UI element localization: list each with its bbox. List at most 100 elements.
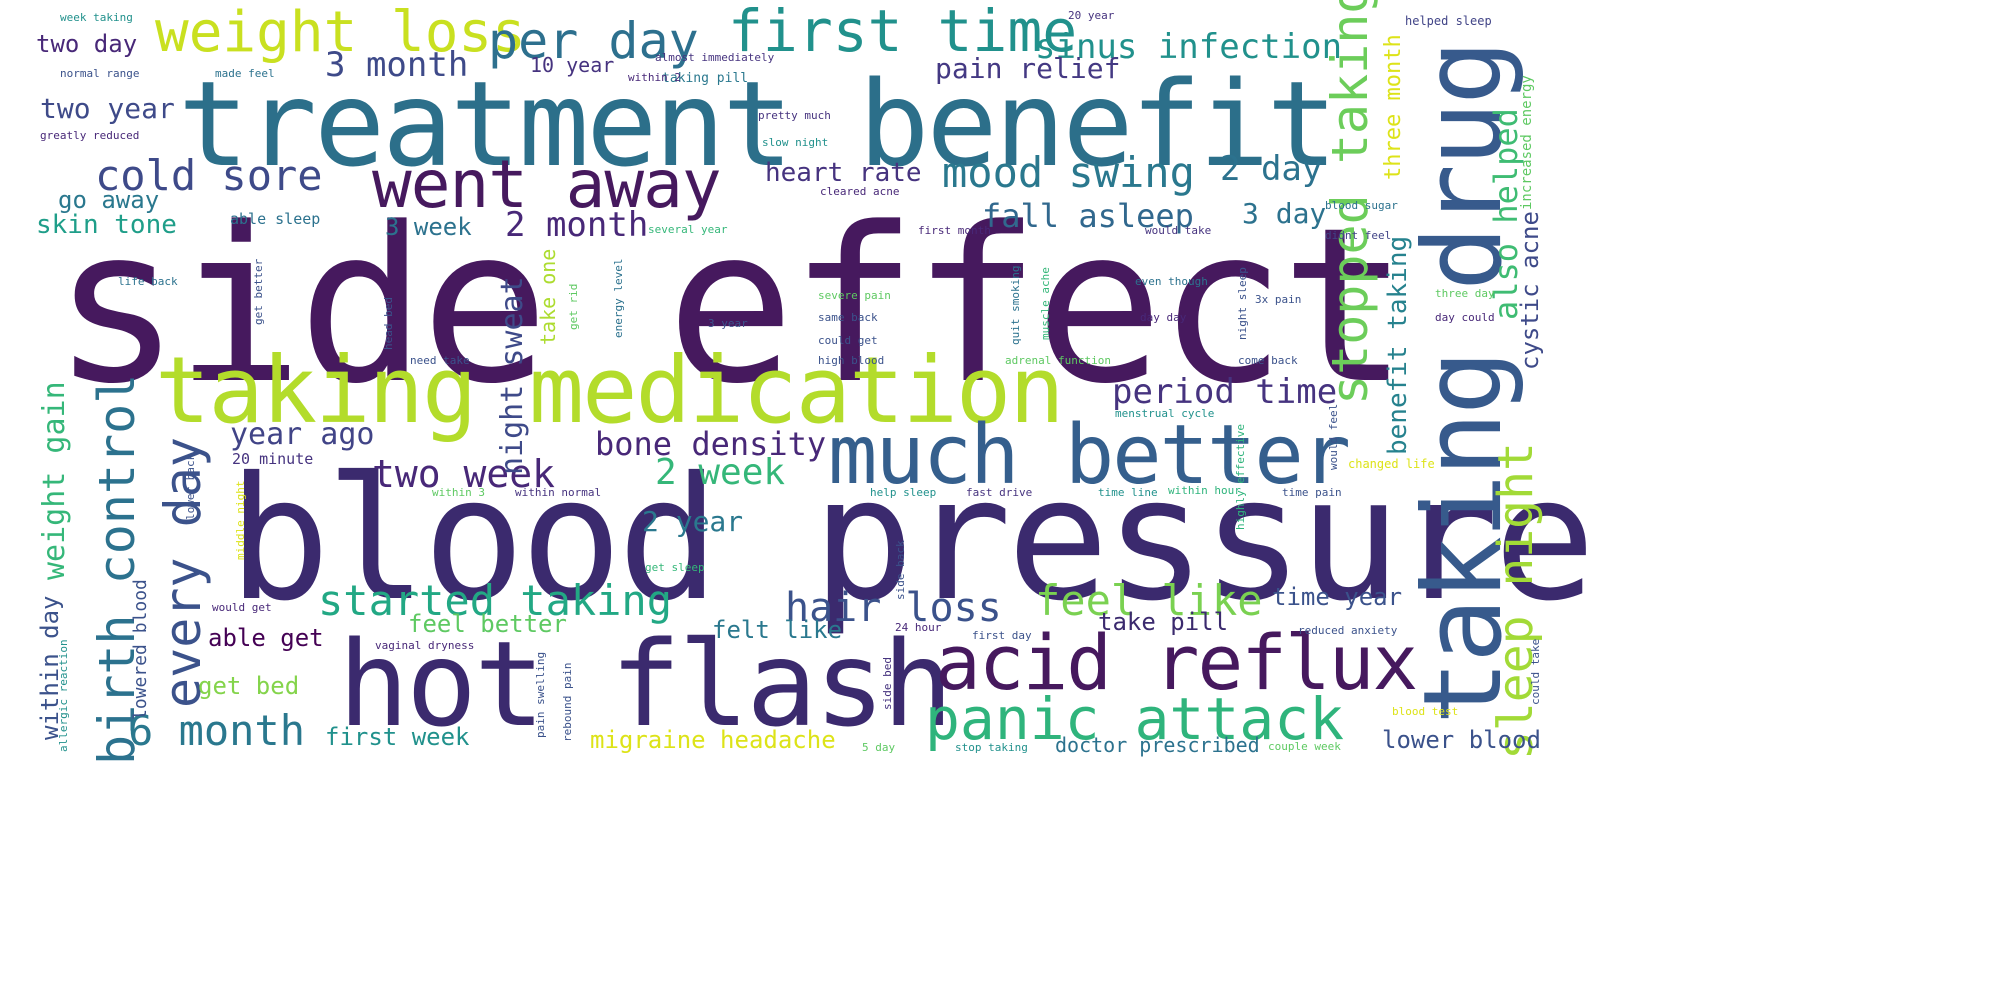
word-much-better: much better <box>828 408 1351 503</box>
word-year-ago: year ago <box>230 417 375 452</box>
word-weight-gain: weight gain <box>37 381 72 580</box>
word-started-taking: started taking <box>318 576 673 625</box>
word-6-month: 6 month <box>128 706 306 755</box>
word-take-one: take one <box>536 248 560 345</box>
word-muscle-ache: muscle ache <box>1039 267 1052 340</box>
word-night-sweat: night sweat <box>495 276 530 475</box>
word-taking-pill: taking pill <box>662 71 749 86</box>
word-could-take: could take <box>1529 638 1542 705</box>
word-20-year: 20 year <box>1068 9 1115 22</box>
word-changed-life: changed life <box>1348 457 1435 471</box>
word-day-could: day could <box>1435 311 1495 324</box>
word-first-month: first month <box>918 224 991 237</box>
word-come-back: come back <box>1238 354 1298 367</box>
word-cleared-acne: cleared acne <box>820 185 900 198</box>
word-pain-relief: pain relief <box>935 52 1121 85</box>
word-lower-back: lower back <box>184 453 197 520</box>
word-time-line: time line <box>1098 486 1158 499</box>
word-lowered-blood: lowered blood <box>130 579 151 720</box>
word-greatly-reduced: greatly reduced <box>40 129 140 142</box>
word-slow-night: slow night <box>762 136 829 149</box>
word-go-away: go away <box>58 186 160 214</box>
word-would-get: would get <box>212 601 272 614</box>
word-blood-sugar: blood sugar <box>1325 199 1398 212</box>
word-3-year: 3 year <box>708 317 748 330</box>
word-bone-density: bone density <box>595 425 827 463</box>
word-made-feel: made feel <box>215 67 275 80</box>
word-severe-pain: severe pain <box>818 289 891 302</box>
word-blood-pressure: blood pressure <box>228 441 1596 639</box>
word-two-week: two week <box>372 452 556 496</box>
word-5-day: 5 day <box>862 741 896 754</box>
word-benefit-taking: benefit taking <box>1383 235 1413 455</box>
word-first-day: first day <box>972 629 1032 642</box>
word-3-month: 3 month <box>325 45 469 85</box>
word-acid-reflux: acid reflux <box>935 618 1418 707</box>
word-cystic-acne: cystic acne <box>1516 211 1544 370</box>
word-allergic-reaction: allergic reaction <box>57 639 70 752</box>
word-able-get: able get <box>208 624 324 652</box>
word-middle-night: middle night <box>234 480 247 560</box>
word-same-back: same back <box>818 311 878 324</box>
word-high-blood: high blood <box>818 354 885 367</box>
word-head-bed: head bed <box>382 297 395 350</box>
word-week-taking: week taking <box>60 11 133 24</box>
word-side-back: side back <box>894 540 907 600</box>
word-two-year: two year <box>40 92 175 125</box>
word-would-feel: would feel <box>1327 403 1340 470</box>
word-mood-swing: mood swing <box>942 148 1195 197</box>
word-sleep-night: sleep night <box>1488 442 1544 760</box>
word-even-though: even though <box>1135 275 1208 288</box>
word-migraine-headache: migraine headache <box>590 726 836 754</box>
word-every-day: every day <box>154 437 212 708</box>
word-within-normal: within normal <box>515 486 602 499</box>
word-three-day: three day <box>1435 287 1495 300</box>
word-get-bed: get bed <box>198 672 300 700</box>
word-side-effect: side effect <box>52 182 1409 431</box>
word-10-year: 10 year <box>530 53 615 77</box>
word-weight-loss: weight loss <box>155 0 526 65</box>
word-fast-drive: fast drive <box>966 486 1033 499</box>
word-pain-swelling: pain swelling <box>534 651 547 738</box>
word-within-2: within 2 <box>628 71 681 84</box>
word-life-back: life back <box>118 275 178 288</box>
word-treatment-benefit: treatment benefit <box>178 55 1338 193</box>
word-period-time: period time <box>1112 372 1338 412</box>
word-stop-taking: stop taking <box>955 741 1028 754</box>
word-two-day: two day <box>36 30 138 58</box>
word-cold-sore: cold sore <box>95 151 323 200</box>
word-quit-smoking: quit smoking <box>1009 265 1022 345</box>
word-adrenal-function: adrenal function <box>1005 354 1111 367</box>
word-20-minute: 20 minute <box>232 450 314 468</box>
word-almost-immediately: almost immediately <box>655 51 775 64</box>
word-blood-test: blood test <box>1392 705 1459 718</box>
word-would-take: would take <box>1145 224 1212 237</box>
word-first-time: first time <box>728 0 1078 65</box>
word-take-pill: take pill <box>1098 608 1229 636</box>
word-2-week: 2 week <box>655 452 786 493</box>
word-time-year: time year <box>1272 583 1403 611</box>
word-helped-sleep: helped sleep <box>1405 14 1492 28</box>
word-within-hour: within hour <box>1168 484 1241 497</box>
word-per-day: per day <box>488 12 699 70</box>
word-normal-range: normal range <box>60 67 140 80</box>
word-three-month: three month <box>1381 34 1406 180</box>
word-pretty-much: pretty much <box>758 109 831 122</box>
word-several-year: several year <box>648 223 728 236</box>
word-help-sleep: help sleep <box>870 486 937 499</box>
word-3-week: 3 week <box>385 213 472 241</box>
word-2-year: 2 year <box>642 505 744 538</box>
word-heart-rate: heart rate <box>765 158 922 188</box>
word-went-away: went away <box>372 146 722 223</box>
word-hot-flash: hot flash <box>338 615 953 753</box>
word-skin-tone: skin tone <box>36 210 177 240</box>
word-able-sleep: able sleep <box>230 210 321 228</box>
word-doctor-prescribed: doctor prescribed <box>1055 733 1260 757</box>
word-highly-effective: highly effective <box>1234 424 1247 530</box>
word-rebound-pain: rebound pain <box>561 662 574 742</box>
word-first-week: first week <box>325 723 470 751</box>
word-fall-asleep: fall asleep <box>982 197 1194 235</box>
word-couple-week: couple week <box>1268 740 1341 753</box>
word-panic-attack: panic attack <box>925 685 1345 753</box>
